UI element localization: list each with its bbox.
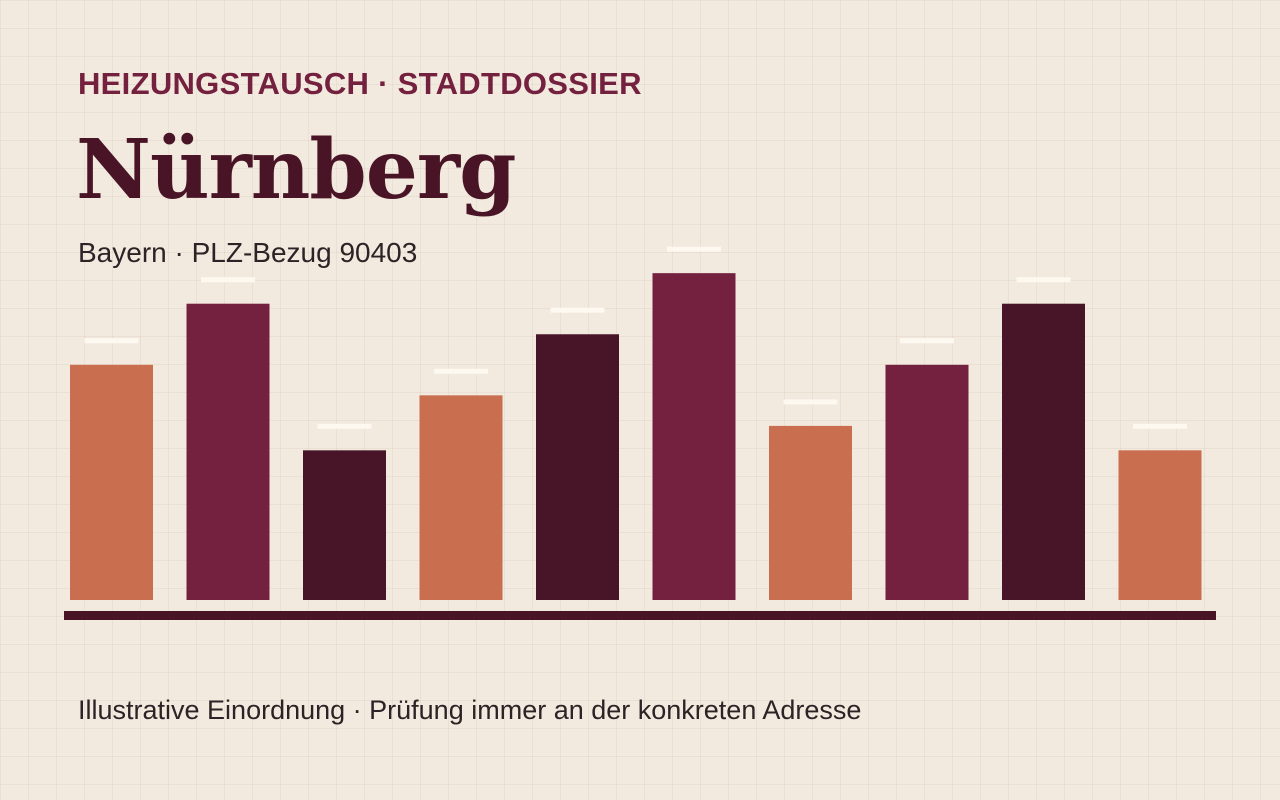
bar-8 [885,364,969,600]
bar-marker-8 [900,338,954,344]
eyebrow-title: HEIZUNGSTAUSCH · STADTDOSSIER [78,66,642,101]
bar-marker-7 [783,399,838,405]
bar-5 [536,334,619,600]
bar-2 [186,303,270,600]
bar-marker-6 [667,246,721,252]
bar-marker-5 [550,307,605,313]
bars-group [70,246,1202,600]
bar-10 [1118,450,1202,600]
footnote: Illustrative Einordnung · Prüfung immer … [78,695,862,725]
bar-9 [1002,303,1085,600]
bar-4 [419,395,503,600]
bar-marker-4 [434,368,488,374]
bar-marker-1 [84,338,139,344]
bar-marker-2 [201,277,255,283]
bar-3 [303,450,386,600]
bar-6 [652,273,736,600]
region-subtitle: Bayern · PLZ-Bezug 90403 [78,237,418,268]
chart-baseline [64,611,1216,620]
bar-1 [70,364,153,600]
bar-marker-3 [317,423,372,429]
city-title: Nürnberg [76,122,516,218]
bar-marker-9 [1016,277,1071,283]
bar-marker-10 [1133,423,1187,429]
bar-7 [769,425,852,600]
